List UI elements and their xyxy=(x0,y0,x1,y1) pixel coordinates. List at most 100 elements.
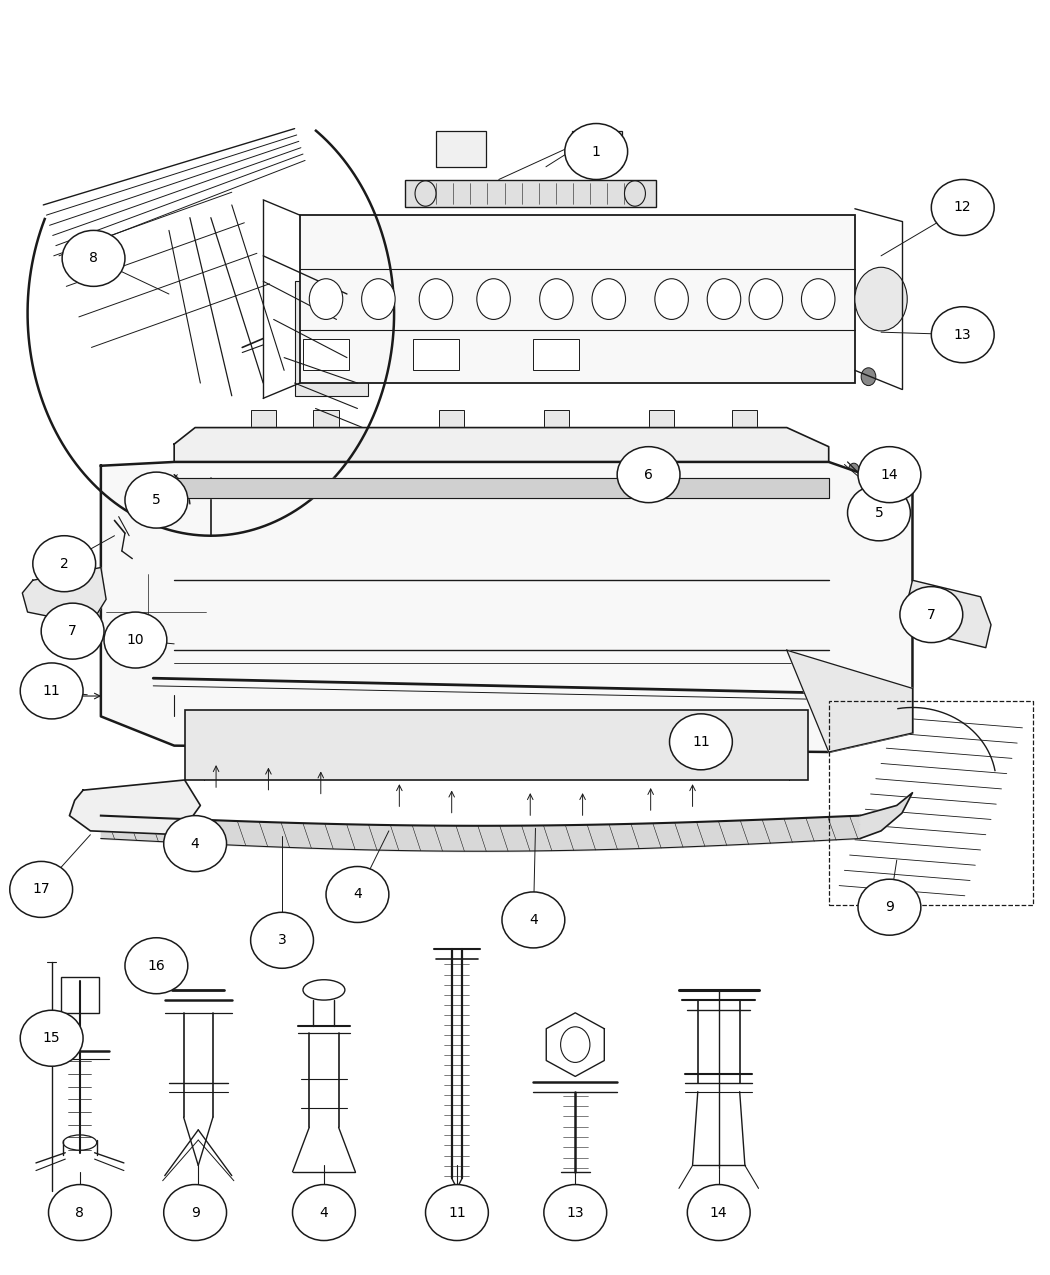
Bar xyxy=(630,593,714,650)
Text: 9: 9 xyxy=(885,900,894,914)
Ellipse shape xyxy=(858,446,921,502)
Text: 8: 8 xyxy=(89,251,98,265)
Ellipse shape xyxy=(544,1184,607,1241)
Circle shape xyxy=(708,279,740,320)
Bar xyxy=(300,215,855,382)
Text: 11: 11 xyxy=(43,683,61,697)
Bar xyxy=(572,131,623,167)
Circle shape xyxy=(540,279,573,320)
Text: 15: 15 xyxy=(43,1031,61,1046)
Bar xyxy=(430,593,514,650)
Circle shape xyxy=(655,279,689,320)
Bar xyxy=(544,409,569,427)
Text: 11: 11 xyxy=(692,734,710,748)
Bar xyxy=(314,409,338,427)
Ellipse shape xyxy=(20,1010,83,1066)
Ellipse shape xyxy=(931,180,994,236)
Text: 13: 13 xyxy=(566,1206,584,1220)
Ellipse shape xyxy=(565,124,628,180)
Ellipse shape xyxy=(425,1184,488,1241)
Polygon shape xyxy=(174,427,828,462)
Polygon shape xyxy=(101,462,912,752)
Text: 11: 11 xyxy=(448,1206,466,1220)
Bar xyxy=(295,282,367,395)
Text: 9: 9 xyxy=(191,1206,200,1220)
Ellipse shape xyxy=(20,663,83,719)
Polygon shape xyxy=(69,780,201,835)
Bar xyxy=(436,131,486,167)
Bar xyxy=(251,409,276,427)
Bar xyxy=(404,180,656,208)
Text: 7: 7 xyxy=(68,625,77,639)
Circle shape xyxy=(592,279,626,320)
Ellipse shape xyxy=(125,472,188,528)
Text: 14: 14 xyxy=(710,1206,728,1220)
Polygon shape xyxy=(786,650,912,752)
Bar xyxy=(732,409,757,427)
Ellipse shape xyxy=(900,586,963,643)
Ellipse shape xyxy=(164,816,227,872)
Bar xyxy=(828,701,1033,905)
Ellipse shape xyxy=(104,612,167,668)
Bar xyxy=(232,593,316,650)
Text: 2: 2 xyxy=(60,557,68,571)
Text: 6: 6 xyxy=(644,468,653,482)
Text: 17: 17 xyxy=(33,882,50,896)
Ellipse shape xyxy=(9,862,72,918)
Bar xyxy=(530,593,614,650)
Ellipse shape xyxy=(858,880,921,935)
Ellipse shape xyxy=(670,714,732,770)
Text: 4: 4 xyxy=(319,1206,329,1220)
Text: 4: 4 xyxy=(191,836,200,850)
Text: 16: 16 xyxy=(147,959,165,973)
Bar xyxy=(303,339,349,370)
Circle shape xyxy=(477,279,510,320)
Circle shape xyxy=(361,279,395,320)
Ellipse shape xyxy=(164,1184,227,1241)
Ellipse shape xyxy=(617,446,680,502)
Ellipse shape xyxy=(251,913,314,968)
Bar xyxy=(61,977,99,1012)
Ellipse shape xyxy=(33,536,96,592)
Bar xyxy=(413,339,459,370)
Circle shape xyxy=(855,268,907,332)
Text: 5: 5 xyxy=(152,493,161,507)
Bar xyxy=(734,593,818,650)
Bar xyxy=(185,710,807,780)
Text: 12: 12 xyxy=(954,200,971,214)
Ellipse shape xyxy=(931,307,994,362)
Ellipse shape xyxy=(48,1184,111,1241)
Text: 7: 7 xyxy=(927,608,936,622)
Bar xyxy=(533,339,580,370)
Bar xyxy=(649,409,674,427)
Text: 10: 10 xyxy=(127,634,144,646)
Polygon shape xyxy=(907,580,991,648)
Ellipse shape xyxy=(41,603,104,659)
Ellipse shape xyxy=(62,231,125,287)
Bar xyxy=(331,593,415,650)
Text: 14: 14 xyxy=(881,468,898,482)
Text: 5: 5 xyxy=(875,506,883,520)
Polygon shape xyxy=(860,793,912,839)
Polygon shape xyxy=(546,1012,605,1076)
Ellipse shape xyxy=(63,1135,97,1150)
Circle shape xyxy=(749,279,782,320)
Ellipse shape xyxy=(502,892,565,947)
Text: 1: 1 xyxy=(592,144,601,158)
Ellipse shape xyxy=(125,937,188,993)
Ellipse shape xyxy=(688,1184,750,1241)
Circle shape xyxy=(310,279,342,320)
Polygon shape xyxy=(22,567,106,625)
Circle shape xyxy=(861,367,876,385)
Text: 8: 8 xyxy=(76,1206,84,1220)
Text: 4: 4 xyxy=(529,913,538,927)
Text: 3: 3 xyxy=(277,933,287,947)
Text: 13: 13 xyxy=(954,328,971,342)
Ellipse shape xyxy=(303,979,344,1000)
Circle shape xyxy=(419,279,453,320)
Bar xyxy=(106,574,206,650)
Ellipse shape xyxy=(293,1184,355,1241)
Polygon shape xyxy=(174,478,828,497)
Ellipse shape xyxy=(327,867,388,923)
Circle shape xyxy=(848,463,859,476)
